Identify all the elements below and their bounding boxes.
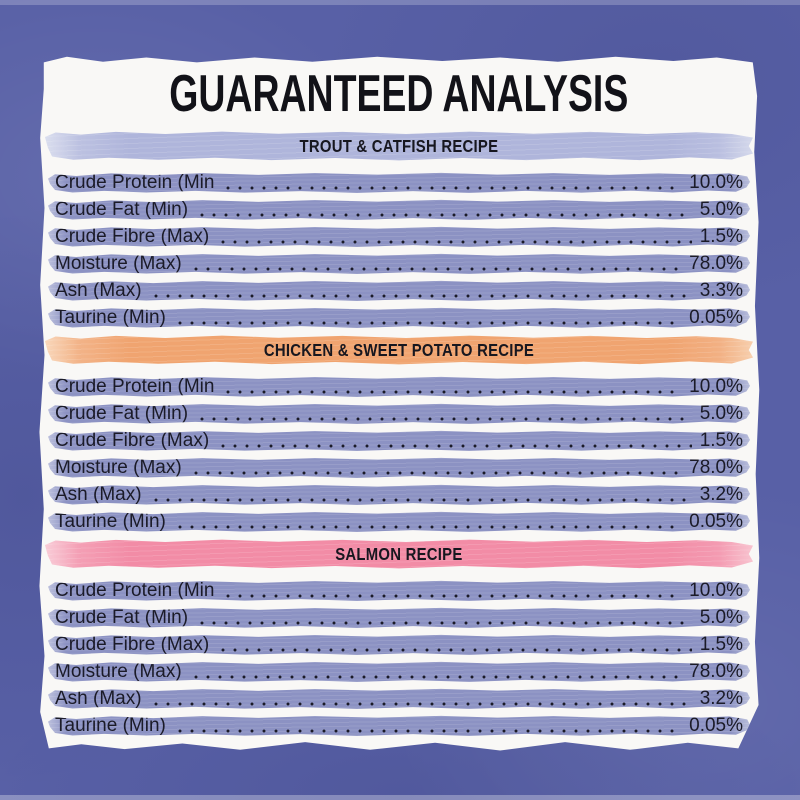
row-label: Taurine (Min)	[55, 307, 166, 328]
dot-leader	[189, 253, 682, 274]
watercolor-edge-top	[0, 0, 800, 5]
row-value: 0.05%	[689, 307, 743, 328]
row-label: Moisture (Max)	[55, 253, 182, 274]
section-header-trout-catfish: TROUT & CATFISH RECIPE	[45, 131, 753, 161]
row-label: Crude Fat (Min)	[55, 607, 189, 628]
analysis-row: Taurine (Min) 0.05%	[48, 715, 750, 736]
dot-leader	[149, 280, 692, 301]
row-value: 5.0%	[699, 403, 743, 424]
row-label: Ash (Max)	[55, 688, 142, 709]
row-value: 10.0%	[689, 172, 743, 193]
row-label: Crude Protein (Min	[55, 580, 215, 601]
row-label: Crude Fat (Min)	[55, 199, 189, 220]
row-label: Crude Protein (Min	[55, 376, 215, 397]
paper-sheet: GUARANTEED ANALYSIS TROUT & CATFISH RECI…	[39, 56, 760, 751]
dot-leader	[196, 607, 692, 628]
dot-leader	[217, 430, 692, 451]
analysis-row: Crude Protein (Min 10.0%	[48, 376, 750, 397]
row-value: 5.0%	[699, 607, 743, 628]
analysis-row: Taurine (Min) 0.05%	[48, 307, 750, 328]
row-value: 3.3%	[699, 280, 743, 301]
row-label: Crude Fibre (Max)	[55, 226, 210, 247]
analysis-row: Taurine (Min) 0.05%	[48, 511, 750, 532]
row-label: Crude Fat (Min)	[55, 403, 189, 424]
dot-leader	[222, 580, 682, 601]
dot-leader	[217, 634, 692, 655]
row-value: 3.2%	[699, 688, 743, 709]
row-label: Moisture (Max)	[55, 661, 182, 682]
row-label: Ash (Max)	[55, 280, 142, 301]
analysis-row: Ash (Max) 3.3%	[48, 280, 750, 301]
dot-leader	[189, 661, 682, 682]
analysis-row: Crude Protein (Min 10.0%	[48, 580, 750, 601]
row-label: Ash (Max)	[55, 484, 142, 505]
dot-leader	[196, 199, 692, 220]
recipe-section-salmon: SALMON RECIPE Crude Protein (Min 10.0% C…	[39, 539, 759, 737]
dot-leader	[173, 511, 682, 532]
dot-leader	[149, 484, 692, 505]
analysis-row: Crude Fibre (Max) 1.5%	[48, 634, 750, 655]
analysis-row: Crude Fat (Min) 5.0%	[48, 607, 750, 628]
watercolor-edge-bottom	[0, 795, 800, 800]
row-value: 78.0%	[689, 661, 743, 682]
row-label: Crude Protein (Min	[55, 172, 215, 193]
analysis-row: Crude Protein (Min 10.0%	[48, 172, 750, 193]
section-header-chicken-sweet-potato: CHICKEN & SWEET POTATO RECIPE	[45, 335, 753, 365]
analysis-row: Crude Fibre (Max) 1.5%	[48, 430, 750, 451]
analysis-row: Crude Fat (Min) 5.0%	[48, 403, 750, 424]
row-value: 0.05%	[689, 511, 743, 532]
recipe-section-trout-catfish: TROUT & CATFISH RECIPE Crude Protein (Mi…	[39, 131, 759, 329]
row-value: 78.0%	[689, 457, 743, 478]
analysis-row: Ash (Max) 3.2%	[48, 484, 750, 505]
dot-leader	[196, 403, 692, 424]
dot-leader	[189, 457, 682, 478]
dot-leader	[149, 688, 692, 709]
row-label: Taurine (Min)	[55, 715, 166, 736]
row-value: 78.0%	[689, 253, 743, 274]
row-label: Moisture (Max)	[55, 457, 182, 478]
recipe-section-chicken-sweet-potato: CHICKEN & SWEET POTATO RECIPE Crude Prot…	[39, 335, 759, 533]
row-value: 5.0%	[699, 199, 743, 220]
dot-leader	[217, 226, 692, 247]
row-value: 1.5%	[699, 634, 743, 655]
row-value: 10.0%	[689, 376, 743, 397]
row-value: 3.2%	[699, 484, 743, 505]
row-label: Taurine (Min)	[55, 511, 166, 532]
row-value: 0.05%	[689, 715, 743, 736]
section-title: TROUT & CATFISH RECIPE	[299, 135, 499, 156]
analysis-row: Moisture (Max) 78.0%	[48, 457, 750, 478]
row-label: Crude Fibre (Max)	[55, 634, 210, 655]
analysis-rows: Crude Protein (Min 10.0% Crude Fat (Min)…	[48, 580, 750, 737]
dot-leader	[222, 172, 682, 193]
section-title: CHICKEN & SWEET POTATO RECIPE	[263, 339, 535, 360]
dot-leader	[222, 376, 682, 397]
analysis-row: Crude Fat (Min) 5.0%	[48, 199, 750, 220]
analysis-row: Moisture (Max) 78.0%	[48, 661, 750, 682]
analysis-rows: Crude Protein (Min 10.0% Crude Fat (Min)…	[48, 376, 750, 533]
row-value: 1.5%	[699, 430, 743, 451]
analysis-row: Ash (Max) 3.2%	[48, 688, 750, 709]
dot-leader	[173, 307, 682, 328]
row-label: Crude Fibre (Max)	[55, 430, 210, 451]
page-title: GUARANTEED ANALYSIS	[169, 65, 629, 123]
analysis-row: Moisture (Max) 78.0%	[48, 253, 750, 274]
dot-leader	[173, 715, 682, 736]
row-value: 10.0%	[689, 580, 743, 601]
section-title: SALMON RECIPE	[335, 543, 463, 564]
row-value: 1.5%	[699, 226, 743, 247]
section-header-salmon: SALMON RECIPE	[45, 539, 753, 569]
analysis-rows: Crude Protein (Min 10.0% Crude Fat (Min)…	[48, 172, 750, 329]
analysis-row: Crude Fibre (Max) 1.5%	[48, 226, 750, 247]
